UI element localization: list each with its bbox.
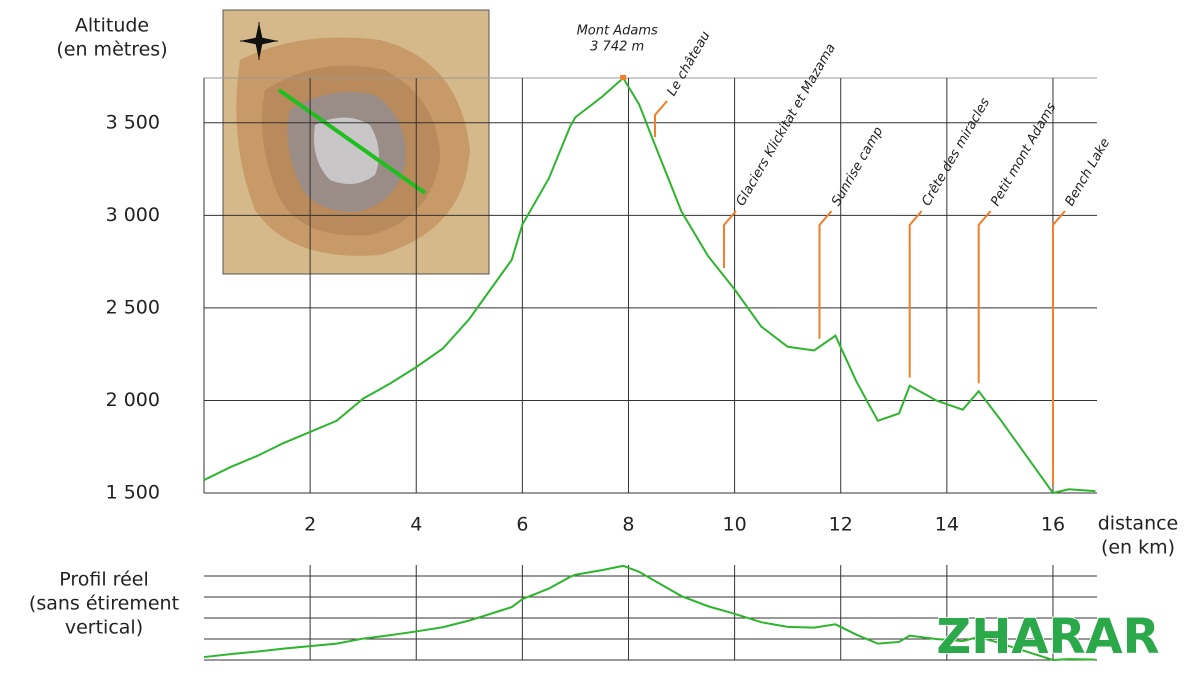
- y-axis-title: Altitude: [75, 15, 149, 37]
- leader-line: [654, 100, 668, 138]
- x-tick-label: 8: [622, 514, 634, 536]
- y-tick-label: 1 500: [106, 482, 160, 504]
- leader-line: [818, 210, 833, 339]
- true-profile-line: [203, 564, 1096, 662]
- annotation: Le château: [665, 29, 714, 99]
- y-tick-label: 2 000: [106, 389, 160, 411]
- panel-title: (sans étirement: [29, 593, 179, 615]
- peak-name: Mont Adams: [577, 24, 658, 39]
- x-tick-label: 14: [935, 514, 959, 536]
- annotation: Bench Lake: [1062, 136, 1113, 209]
- peak-label: 3 742 m: [590, 40, 644, 55]
- x-tick-label: 12: [829, 514, 853, 536]
- y-tick-label: 3 000: [106, 204, 160, 226]
- x-axis-title: distance: [1098, 513, 1179, 535]
- annotation: Sunrise camp: [829, 124, 886, 208]
- annotation: Petit mont Adams: [988, 100, 1059, 209]
- x-axis-title: (en km): [1101, 537, 1175, 559]
- leader-line: [722, 210, 737, 269]
- leader-line: [977, 210, 992, 384]
- profile-line: [203, 76, 1096, 495]
- y-tick-label: 2 500: [106, 296, 160, 318]
- x-tick-label: 10: [723, 514, 747, 536]
- x-tick-label: 16: [1041, 514, 1065, 536]
- inset-map: [222, 9, 490, 275]
- leader-line: [908, 210, 923, 378]
- peak-marker: [620, 75, 627, 80]
- leader-line: [1051, 210, 1066, 485]
- annotation: Glaciers Klickitat et Mazama: [733, 41, 838, 209]
- x-tick-label: 2: [304, 514, 316, 536]
- x-tick-label: 6: [516, 514, 528, 536]
- x-tick-label: 4: [410, 514, 422, 536]
- panel-title: Profil réel: [59, 569, 148, 591]
- watermark: ZHARAR: [936, 609, 1159, 665]
- panel-title: vertical): [65, 617, 143, 639]
- annotation: Crête des miracles: [919, 95, 993, 208]
- y-axis-title: (en mètres): [56, 39, 167, 61]
- y-tick-label: 3 500: [106, 111, 160, 133]
